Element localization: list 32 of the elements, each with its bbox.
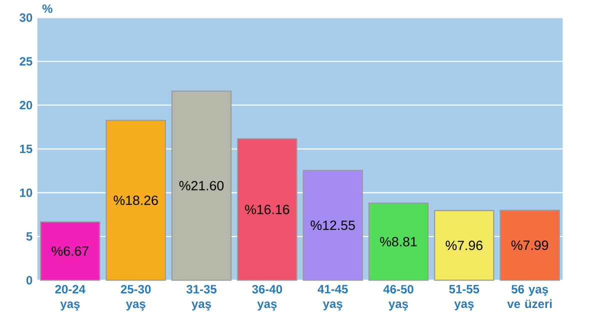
- y-tick-label: 0: [26, 276, 32, 285]
- y-tick-label: 15: [20, 144, 32, 154]
- bar: [500, 210, 560, 281]
- x-tick-label: 41-45 yaş: [318, 285, 348, 311]
- bar: [106, 120, 166, 281]
- y-axis-title: %: [42, 4, 52, 14]
- x-tick-label: 31-35 yaş: [186, 285, 217, 311]
- x-tick-label: 51-55 yaş: [449, 285, 480, 311]
- bar: [237, 138, 298, 281]
- bar: [171, 90, 232, 281]
- data-label: %18.26: [114, 196, 158, 206]
- y-tick-label: 20: [20, 101, 32, 110]
- x-tick-label: 20-24 yaş: [55, 285, 86, 311]
- x-tick-label: 46-50 yaş: [383, 285, 414, 311]
- y-tick-label: 25: [20, 57, 32, 66]
- bar: [368, 202, 429, 281]
- y-tick-label: 5: [26, 232, 32, 241]
- data-label: %12.55: [310, 220, 355, 230]
- data-label: %6.67: [52, 246, 88, 256]
- data-label: %7.96: [446, 240, 482, 250]
- x-tick-label: 56 yaş ve üzeri: [507, 285, 552, 308]
- bar: [302, 170, 363, 281]
- bar: [40, 222, 100, 281]
- y-tick-label: 30: [20, 14, 32, 22]
- x-tick-label: 36-40 yaş: [252, 285, 282, 311]
- data-label: %8.81: [380, 237, 417, 247]
- data-label: %7.99: [511, 240, 548, 250]
- y-tick-label: 10: [20, 188, 32, 198]
- data-label: %16.16: [245, 204, 290, 214]
- bar: [434, 210, 494, 281]
- data-label: %21.60: [179, 181, 224, 191]
- x-tick-label: 25-30 yaş: [120, 285, 151, 311]
